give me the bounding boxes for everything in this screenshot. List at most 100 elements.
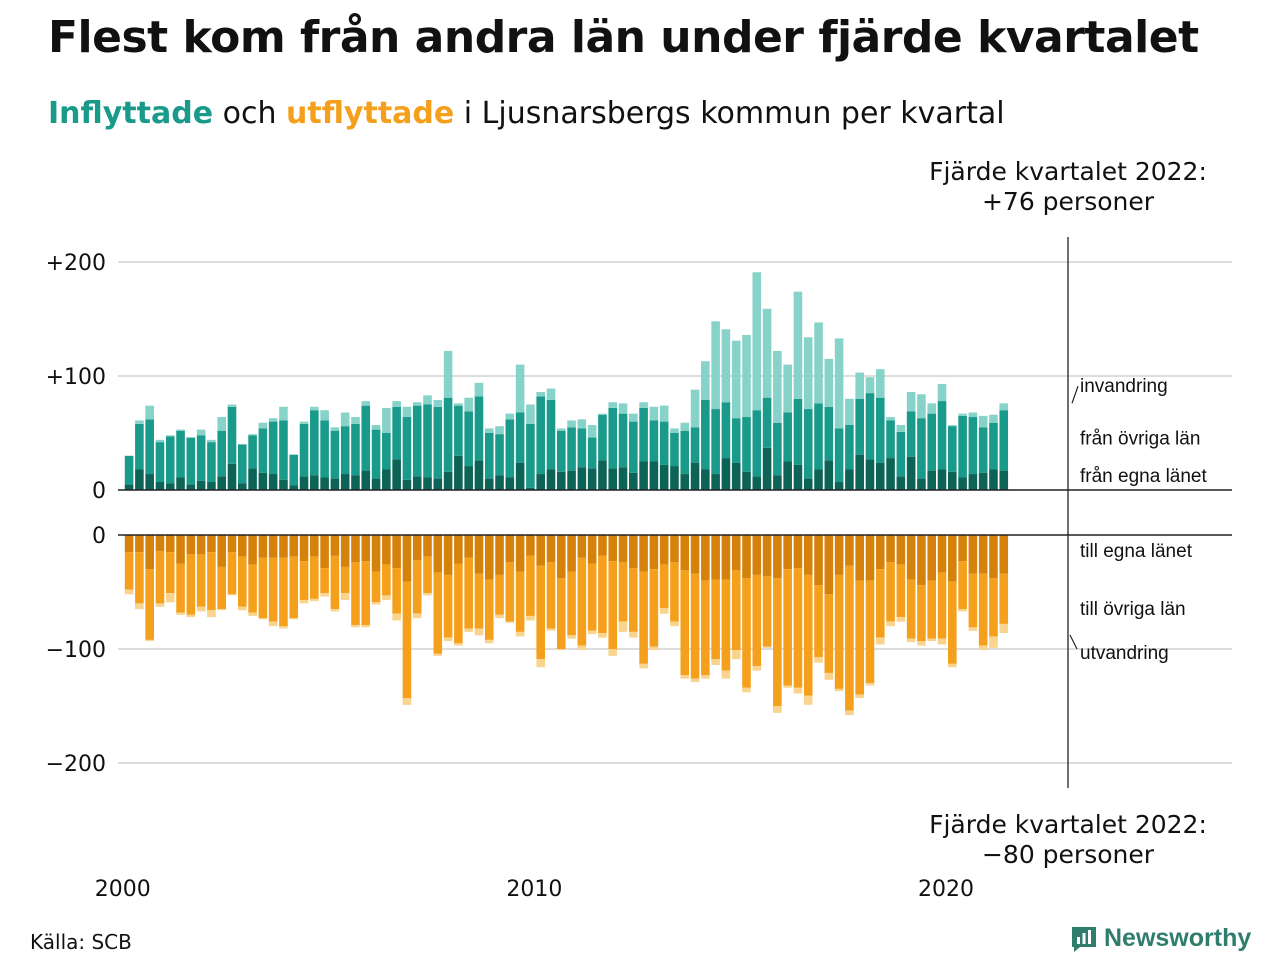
bar-in [937, 383, 947, 402]
bar-in [165, 435, 175, 437]
bar-out [783, 685, 792, 688]
bar-in [340, 412, 350, 427]
bar-out [361, 625, 371, 628]
bar-out [165, 552, 175, 594]
bar-out [474, 535, 484, 574]
bar-in [340, 474, 350, 490]
bar-in [742, 334, 751, 418]
bar-out [701, 580, 710, 676]
bar-in [515, 462, 525, 490]
bar-out [340, 593, 350, 600]
bar-out [310, 535, 319, 557]
bar-in [639, 407, 648, 462]
bar-in [196, 429, 206, 436]
bar-in [721, 458, 731, 490]
bar-in [845, 469, 854, 490]
bar-in [968, 474, 978, 490]
bar-in [505, 419, 515, 478]
bar-in [258, 428, 268, 473]
bar-out [608, 561, 618, 649]
bar-out [803, 574, 813, 696]
bar-in [948, 471, 957, 490]
bar-in [351, 417, 360, 424]
bar-out [382, 535, 391, 565]
annotation-top-line1: Fjärde kvartalet 2022: [929, 157, 1207, 186]
bar-in [536, 396, 545, 475]
bar-in [567, 427, 576, 471]
bar-out [855, 580, 864, 695]
bar-in [412, 405, 422, 477]
bar-out [165, 593, 175, 603]
bar-in [937, 401, 947, 470]
bar-out [803, 535, 813, 575]
bar-in [608, 468, 618, 490]
bar-out [392, 568, 401, 614]
bar-out [773, 706, 782, 713]
bar-in [433, 478, 443, 490]
bar-out [546, 628, 556, 631]
bar-out [279, 535, 288, 558]
bar-out [680, 570, 690, 676]
bar-out [845, 710, 854, 716]
bar-out [834, 688, 844, 692]
bar-in [237, 483, 247, 490]
bar-in [526, 404, 535, 424]
bar-in [875, 397, 885, 463]
bar-out [258, 557, 268, 619]
series-label-out: utvandring [1080, 643, 1169, 664]
bar-in [598, 414, 607, 461]
bar-in [937, 469, 947, 490]
bar-out [896, 535, 906, 565]
bar-out [783, 569, 792, 686]
bar-in [917, 394, 926, 419]
bar-out [258, 618, 268, 620]
bar-in [762, 308, 772, 398]
bar-in [978, 415, 988, 428]
bar-in [464, 466, 473, 490]
bar-in [217, 430, 227, 477]
bar-out [474, 573, 484, 629]
bar-in [608, 407, 618, 469]
bar-out [165, 535, 175, 553]
bar-out [289, 535, 299, 557]
bar-in [803, 478, 813, 490]
bar-out [731, 650, 741, 660]
bar-in [310, 406, 319, 411]
bar-in [155, 442, 165, 483]
brand-name: Newsworthy [1104, 924, 1252, 952]
bar-out [320, 593, 329, 597]
bar-in [433, 399, 443, 407]
bar-out [155, 603, 165, 607]
bar-out [618, 562, 628, 622]
bar-out [423, 535, 432, 557]
bar-in [989, 414, 998, 423]
bar-in [659, 421, 669, 465]
bar-out [659, 535, 669, 565]
bar-out [279, 626, 288, 629]
bar-out [361, 535, 371, 562]
bar-out [978, 645, 988, 651]
bar-out [505, 621, 515, 623]
bar-out [875, 569, 885, 638]
bar-in [999, 403, 1009, 411]
bar-out [598, 535, 607, 556]
bar-out [958, 535, 967, 562]
bar-in [793, 464, 803, 490]
bar-out [742, 535, 751, 579]
bar-out [834, 535, 844, 575]
series-label-out: till övriga län [1080, 599, 1186, 620]
bar-out [773, 578, 782, 706]
x-tick-label: 2020 [918, 877, 974, 902]
bar-out [824, 672, 834, 680]
bar-out [649, 646, 659, 651]
bar-out [124, 535, 134, 553]
bar-out [793, 535, 803, 569]
bar-out [484, 579, 494, 640]
bar-in [556, 430, 566, 472]
bar-out [762, 576, 772, 647]
bar-in [989, 422, 998, 470]
bar-in [186, 484, 196, 490]
bar-out [402, 581, 412, 699]
bar-in [577, 467, 587, 490]
bar-in [505, 413, 515, 420]
